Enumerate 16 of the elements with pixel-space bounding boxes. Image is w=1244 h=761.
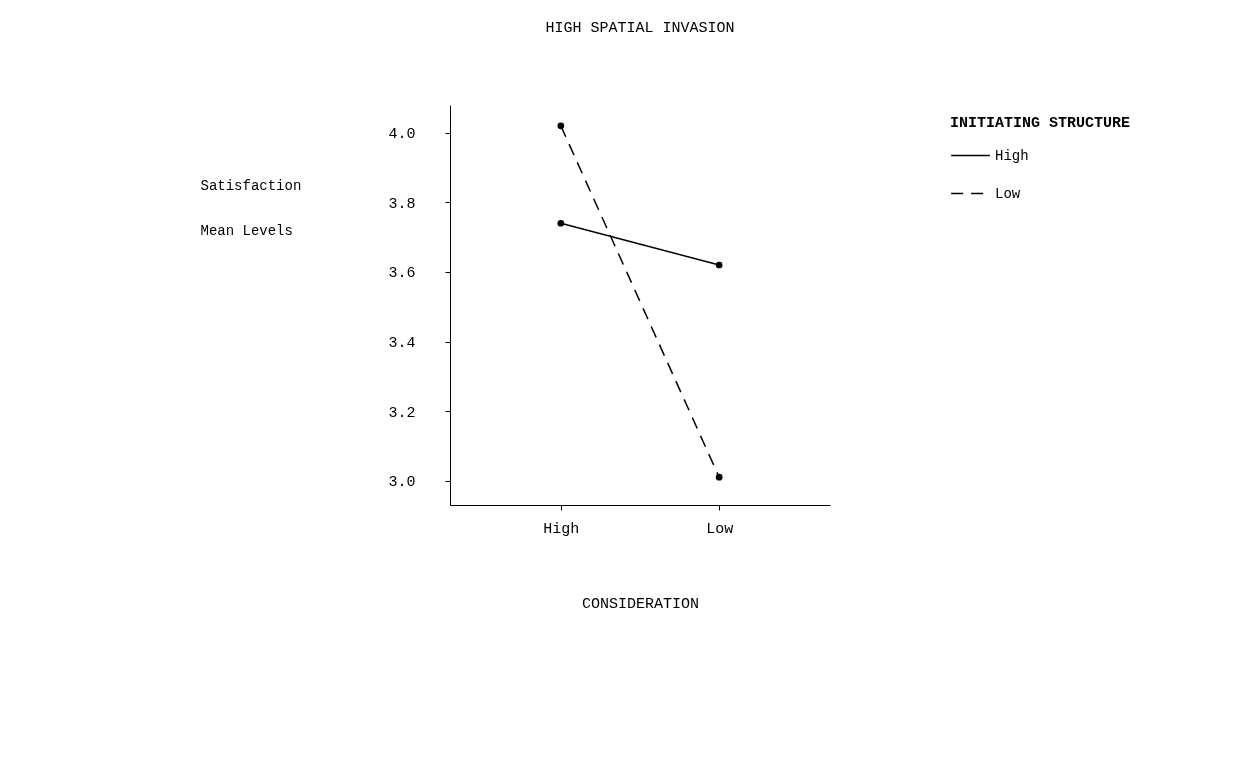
y-tick-label: 3.0: [388, 474, 416, 492]
y-tick-label: 3.2: [388, 404, 416, 422]
y-tick-label: 4.0: [388, 126, 416, 144]
y-tick-label: 3.8: [388, 195, 416, 213]
point: [715, 473, 723, 481]
legend-label: Low: [995, 185, 1021, 202]
point: [715, 261, 723, 269]
legend-title: INITIATING STRUCTURE: [950, 115, 1131, 132]
x-axis-title: CONSIDERATION: [581, 595, 700, 613]
text: Satisfaction Mean Levels: [200, 177, 302, 239]
y-tick-label: 3.6: [388, 265, 416, 283]
point: [557, 219, 565, 227]
y-tick-label: 3.4: [388, 335, 416, 353]
point: [557, 122, 565, 130]
chart-title: HIGH SPATIAL INVASION: [545, 20, 735, 37]
legend-label: High: [995, 147, 1029, 164]
